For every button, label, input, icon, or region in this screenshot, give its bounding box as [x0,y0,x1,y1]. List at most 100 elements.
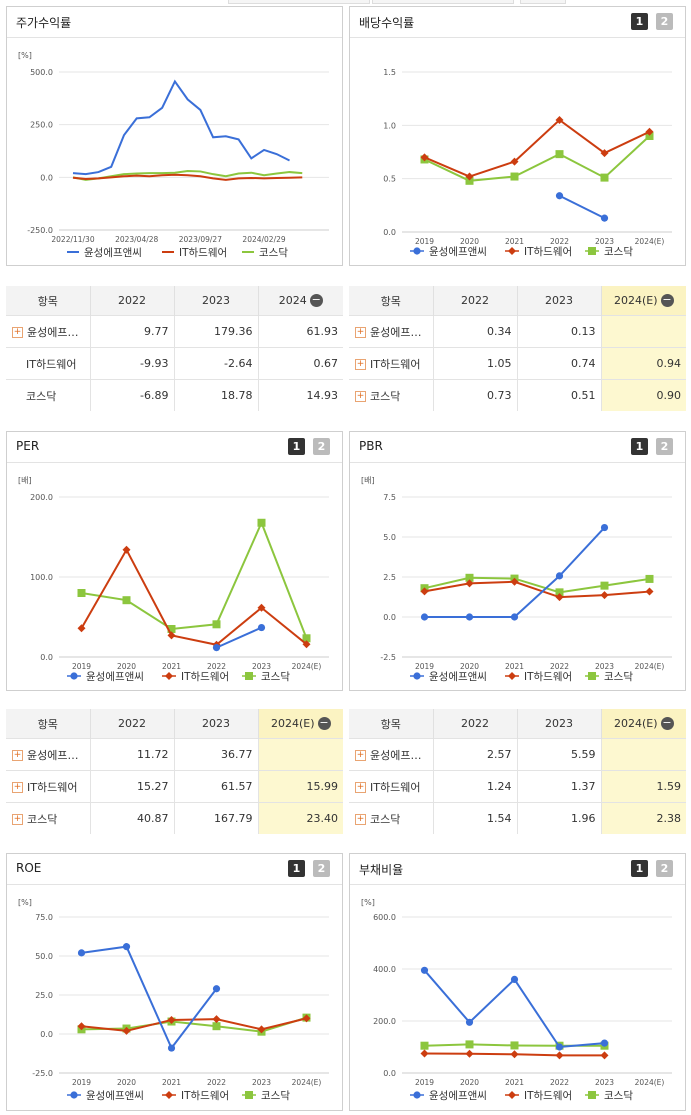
panel-header: 배당수익률 1 2 [350,7,685,38]
expand-row-icon[interactable]: + [12,327,23,338]
expand-row-icon[interactable]: + [12,814,23,825]
top-tab-fragment [520,0,566,4]
legend-label: 코스닥 [261,671,290,683]
view-1-button[interactable]: 1 [288,438,305,455]
row-name[interactable]: + IT하드웨어 [349,347,434,380]
row-name[interactable]: + 코스닥 [349,379,434,411]
expand-row-icon[interactable]: + [355,782,366,793]
data-point [212,985,221,993]
row-label: 윤성에프… [370,325,422,339]
collapse-column-icon[interactable]: − [317,716,331,731]
x-tick-label: 2020 [460,662,479,671]
row-name[interactable]: + 코스닥 [6,802,91,834]
y-tick-label: -2.5 [380,653,396,662]
row-name[interactable]: 코스닥 [6,379,91,411]
data-point [600,149,609,158]
y-tick-label: -25.0 [32,1069,53,1078]
table-cell: 36.77 [174,738,259,771]
data-point [555,588,564,597]
expand-row-icon[interactable]: + [12,750,23,761]
table-row: + 윤성에프… 0.34 0.13 [349,315,686,348]
data-point [465,1049,474,1058]
data-point [167,631,176,640]
collapse-column-icon[interactable]: − [660,293,674,308]
y-tick-label: 0.5 [383,175,396,184]
row-name[interactable]: + IT하드웨어 [349,770,434,803]
view-1-button[interactable]: 1 [288,860,305,877]
table-cell: 0.90 [601,379,686,411]
row-label: IT하드웨어 [26,357,77,371]
data-point [420,1049,429,1058]
view-1-button[interactable]: 1 [631,438,648,455]
x-tick-label: 2023/09/27 [179,235,222,244]
legend-label: 코스닥 [604,1090,633,1102]
legend-label: 윤성에프앤씨 [86,671,144,683]
per-table: 항목 2022 2023 2024(E) − + 윤성에프… 11.72 36.77 + IT하드웨… [6,709,343,834]
panel-header: PER 1 2 [7,432,342,463]
expand-row-icon[interactable]: + [12,782,23,793]
row-label: 윤성에프… [27,748,79,762]
expand-row-icon[interactable]: + [355,391,366,402]
column-header-label: 항목 [37,294,58,308]
x-tick-label: 2023 [252,662,271,671]
y-tick-label: 2.5 [383,573,396,582]
row-name[interactable]: + 윤성에프… [6,738,91,771]
y-tick-label: 250.0 [30,121,53,130]
view-2-button[interactable]: 2 [656,860,673,877]
column-header-label: 2024(E) [270,716,315,730]
view-1-button[interactable]: 1 [631,13,648,30]
dividend-yield-panel: 배당수익률 1 2 1.5 1.0 0.5 0.0 2019 2020 2021 2022 20… [349,6,686,266]
per-chart: [배] 200.0 100.0 0.0 2019 2020 2021 2022 2023 2024… [18,476,329,683]
data-point [465,573,474,582]
data-point [600,523,609,532]
unit-label: [%] [18,898,32,907]
data-point [420,587,429,596]
data-point [420,153,429,162]
expand-row-icon[interactable]: + [355,327,366,338]
row-label: 코스닥 [370,812,401,826]
data-point [165,672,173,680]
view-2-button[interactable]: 2 [313,438,330,455]
data-point [122,545,131,554]
panel-title: ROE [16,861,42,875]
row-name[interactable]: + 윤성에프… [349,315,434,348]
row-name[interactable]: + 윤성에프… [6,315,91,348]
expand-row-icon[interactable]: + [355,814,366,825]
table-row: + 윤성에프… 11.72 36.77 [6,738,343,771]
panel-header: 부채비율 1 2 [350,854,685,885]
series-line [424,118,650,178]
expand-row-icon[interactable]: + [355,359,366,370]
row-name[interactable]: + 코스닥 [349,802,434,834]
row-name[interactable]: + IT하드웨어 [6,770,91,803]
y-tick-label: 200.0 [30,493,53,502]
column-header-label: 2023 [202,294,230,307]
data-point [645,132,654,140]
table-header-row: 항목 2022 2023 2024(E) − [349,709,686,739]
row-name[interactable]: + 윤성에프… [349,738,434,771]
expand-row-icon[interactable]: + [355,750,366,761]
view-2-button[interactable]: 2 [313,860,330,877]
debt-ratio-panel: 부채비율 1 2 [%] 600.0 400.0 200.0 0.0 2019 2020 20… [349,853,686,1111]
data-point [212,1022,221,1031]
view-2-button[interactable]: 2 [656,438,673,455]
row-name[interactable]: IT하드웨어 [6,347,91,380]
collapse-column-icon[interactable]: − [660,716,674,731]
table-cell: 23.40 [258,802,343,834]
data-point [588,1091,596,1099]
data-point [510,1050,519,1059]
top-tab-fragment [372,0,514,4]
column-header: 2022 [90,709,175,739]
pbr-table: 항목 2022 2023 2024(E) − + 윤성에프… 2.57 5.59 + IT하드웨어 1… [349,709,686,834]
table-cell: 2.38 [601,802,686,834]
x-tick-label: 2020 [117,662,136,671]
series-line [72,173,303,181]
collapse-column-icon[interactable]: − [309,293,323,308]
data-point [465,1018,474,1026]
legend-label: IT하드웨어 [181,670,229,683]
x-tick-label: 2024(E) [635,1078,665,1087]
series-line [424,135,651,182]
view-2-button[interactable]: 2 [656,13,673,30]
per-panel: PER 1 2 [배] 200.0 100.0 0.0 2019 2020 2021 2022… [6,431,343,691]
column-header: 항목 [349,286,434,316]
view-1-button[interactable]: 1 [631,860,648,877]
